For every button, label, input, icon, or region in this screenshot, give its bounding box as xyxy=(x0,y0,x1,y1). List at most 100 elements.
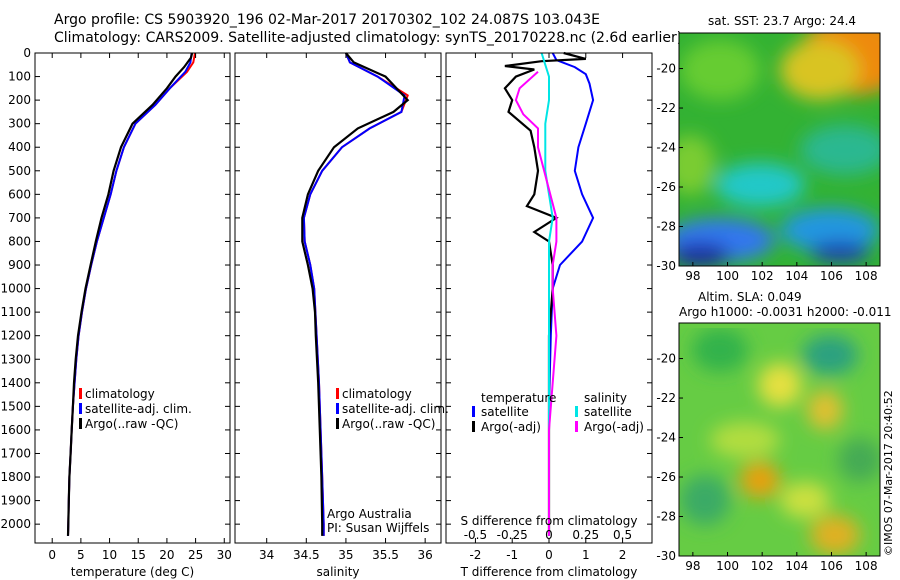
x-tick-label-2-0: 34 xyxy=(259,548,274,562)
legend-temp-argo-label: Argo(-adj) xyxy=(481,420,541,434)
y-tick-label-15: 1500 xyxy=(0,399,31,413)
legend-sal-satellite-swatch xyxy=(575,406,578,417)
y-tick-label-4: 400 xyxy=(8,140,31,154)
sla-y-tick-label-5: -30 xyxy=(656,549,676,563)
sla-y-tick-label-3: -26 xyxy=(656,470,676,484)
x-tick-label-3-4: 2 xyxy=(619,548,627,562)
legend-swatch-1-2 xyxy=(79,418,82,429)
secondary-x-tick-3: 0.25 xyxy=(572,528,599,542)
sst-y-tick-label-1: -22 xyxy=(656,101,676,115)
sst-y-tick-label-0: -20 xyxy=(656,62,676,76)
sst-x-tick-label-1: 100 xyxy=(716,269,739,283)
x-tick-label-1-4: 20 xyxy=(159,548,174,562)
y-tick-label-9: 900 xyxy=(8,258,31,272)
y-tick-label-17: 1700 xyxy=(0,446,31,460)
legend-swatch-1-1 xyxy=(79,403,82,414)
series-line-3-3 xyxy=(540,52,554,536)
series-line-3-4 xyxy=(514,71,558,536)
legend-temp-argo-swatch xyxy=(472,421,475,432)
x-tick-label-2-4: 36 xyxy=(418,548,433,562)
y-tick-label-14: 1400 xyxy=(0,376,31,390)
y-tick-label-2: 200 xyxy=(8,93,31,107)
sla-y-tick-label-0: -20 xyxy=(656,352,676,366)
legend-sal-argo-swatch xyxy=(575,421,578,432)
sla-x-tick-label-4: 106 xyxy=(820,559,843,573)
annotation-line-1: PI: Susan Wijffels xyxy=(327,521,429,535)
x-axis-label-2: salinity xyxy=(316,565,359,579)
legend-label-1-1: satellite-adj. clim. xyxy=(85,402,192,416)
x-tick-label-3-3: 1 xyxy=(582,548,590,562)
x-tick-label-1-2: 10 xyxy=(102,548,117,562)
series-line-3-1 xyxy=(548,52,595,536)
y-tick-label-16: 1600 xyxy=(0,423,31,437)
sla-x-tick-label-3: 104 xyxy=(785,559,808,573)
x-tick-label-1-3: 15 xyxy=(131,548,146,562)
y-tick-label-20: 2000 xyxy=(0,517,31,531)
sst-x-tick-label-4: 106 xyxy=(820,269,843,283)
x-tick-label-2-1: 34.5 xyxy=(293,548,320,562)
profile-panel-1: 0 5 10 15 20 25 30 temperature (deg C) 0 100 200 30… xyxy=(0,46,231,579)
legend-sal-satellite-label: satellite xyxy=(584,405,632,419)
series-line-2-1 xyxy=(302,52,409,536)
legend-temp-satellite-label: satellite xyxy=(481,405,529,419)
sla-y-tick-label-1: -22 xyxy=(656,391,676,405)
legend-swatch-2-0 xyxy=(336,388,339,399)
header-line-1: Argo profile: CS 5903920_196 02-Mar-2017… xyxy=(54,12,601,28)
sla-x-tick-label-1: 100 xyxy=(716,559,739,573)
sst-y-tick-label-3: -26 xyxy=(656,180,676,194)
sla-x-tick-label-2: 102 xyxy=(751,559,774,573)
sla-title: Altim. SLA: 0.049 xyxy=(698,290,802,304)
sst-x-tick-label-3: 104 xyxy=(785,269,808,283)
panel-frame-2 xyxy=(234,52,442,544)
series-line-2-2 xyxy=(302,52,406,536)
legend-swatch-2-2 xyxy=(336,418,339,429)
y-tick-label-0: 0 xyxy=(23,46,31,60)
secondary-x-label: S difference from climatology xyxy=(461,514,638,528)
sst-y-tick-label-2: -24 xyxy=(656,141,676,155)
x-tick-label-3-0: -2 xyxy=(469,548,481,562)
x-tick-label-2-2: 35 xyxy=(338,548,353,562)
sla-subtitle: Argo h1000: -0.0031 h2000: -0.011 xyxy=(679,305,892,319)
profile-panel-2: 34 34.5 35 35.5 36 salinity xyxy=(234,52,442,579)
legend-label-1-0: climatology xyxy=(85,387,155,401)
x-axis-label-3: T difference from climatology xyxy=(460,565,638,579)
profile-panel-3: -2 -1 0 1 2 T difference from climatology xyxy=(445,51,653,579)
sst-frame xyxy=(678,32,881,267)
sst-x-tick-label-5: 108 xyxy=(855,269,878,283)
legend-header-temperature: temperature xyxy=(481,391,556,405)
sst-map xyxy=(679,33,880,266)
series-line-2-3 xyxy=(301,52,410,536)
header-line-2: Climatology: CARS2009. Satellite-adjuste… xyxy=(54,30,683,46)
y-tick-label-5: 500 xyxy=(8,164,31,178)
sla-x-tick-label-0: 98 xyxy=(685,559,700,573)
legend-temp-satellite-swatch xyxy=(472,406,475,417)
y-tick-label-7: 700 xyxy=(8,211,31,225)
legend-label-2-0: climatology xyxy=(342,387,412,401)
legend-swatch-1-0 xyxy=(79,388,82,399)
y-tick-label-11: 1100 xyxy=(0,305,31,319)
legend-label-2-2: Argo(..raw -QC) xyxy=(342,417,435,431)
x-tick-label-1-5: 25 xyxy=(188,548,203,562)
sla-y-tick-label-2: -24 xyxy=(656,431,676,445)
sst-y-tick-label-4: -28 xyxy=(656,220,676,234)
series-line-1-3 xyxy=(66,52,194,536)
annotation-line-0: Argo Australia xyxy=(327,507,412,521)
x-tick-label-1-6: 30 xyxy=(217,548,232,562)
x-tick-label-2-3: 35.5 xyxy=(372,548,399,562)
legend-header-salinity: salinity xyxy=(584,391,627,405)
secondary-x-tick-1: -0.25 xyxy=(497,528,528,542)
x-tick-label-3-2: 0 xyxy=(545,548,553,562)
sst-y-tick-label-5: -30 xyxy=(656,259,676,273)
legend-label-2-1: satellite-adj. clim. xyxy=(342,402,449,416)
y-tick-label-19: 1900 xyxy=(0,494,31,508)
y-tick-label-12: 1200 xyxy=(0,329,31,343)
sst-x-tick-label-0: 98 xyxy=(685,269,700,283)
x-tick-label-1-1: 5 xyxy=(77,548,85,562)
sst-title: sat. SST: 23.7 Argo: 24.4 xyxy=(708,14,857,28)
legend-sal-argo-label: Argo(-adj) xyxy=(584,420,644,434)
y-tick-label-1: 100 xyxy=(8,70,31,84)
sla-y-tick-label-4: -28 xyxy=(656,510,676,524)
y-tick-label-8: 800 xyxy=(8,234,31,248)
sla-frame xyxy=(678,322,881,557)
